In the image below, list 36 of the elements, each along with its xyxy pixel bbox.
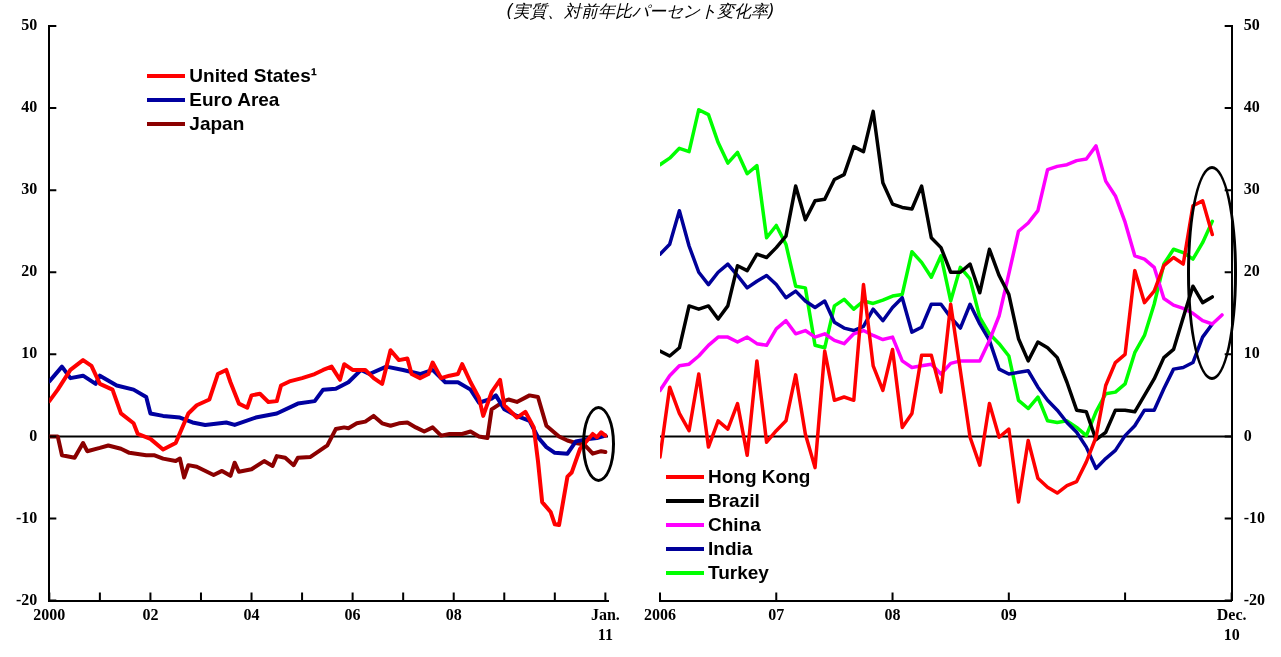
legend-label: Japan <box>189 113 245 135</box>
y2-tick-label: 0 <box>1243 426 1252 444</box>
x-tick-label: 2000 <box>33 606 66 624</box>
y2-tick-label: -10 <box>1243 508 1265 526</box>
y2-tick-label: 30 <box>1243 180 1260 198</box>
y2-tick-label: 50 <box>1243 16 1260 34</box>
chart-subtitle: (実質、対前年比パーセント変化率) <box>506 1 775 21</box>
x-tick-label: Dec. 10 <box>1216 606 1247 643</box>
legend-label: Brazil <box>708 489 760 512</box>
x-tick-label: 04 <box>243 606 260 624</box>
y-tick-label: 10 <box>21 344 38 362</box>
legend-label: Hong Kong <box>708 465 811 488</box>
y-tick-label: -20 <box>16 590 38 608</box>
y2-tick-label: -20 <box>1243 590 1265 608</box>
y-tick-label: 0 <box>29 426 38 444</box>
y2-tick-label: 40 <box>1243 98 1260 116</box>
x-tick-label: 2006 <box>644 606 676 624</box>
x-tick-label: 08 <box>884 606 901 624</box>
y-tick-label: 30 <box>21 180 38 198</box>
y-tick-label: -10 <box>16 508 38 526</box>
y2-tick-label: 20 <box>1243 262 1260 280</box>
x-tick-label: 07 <box>768 606 785 624</box>
legend-label: United States¹ <box>189 65 318 87</box>
legend-label: Turkey <box>708 561 769 584</box>
legend-label: Euro Area <box>189 89 280 111</box>
legend-label: India <box>708 537 753 560</box>
legend-label: China <box>708 513 761 536</box>
x-tick-label: 08 <box>445 606 462 624</box>
x-tick-label: 06 <box>344 606 361 624</box>
y2-tick-label: 10 <box>1243 344 1260 362</box>
x-tick-label: 09 <box>1000 606 1017 624</box>
x-tick-label: Jan. 11 <box>590 606 620 643</box>
y-tick-label: 40 <box>21 98 38 116</box>
y-tick-label: 50 <box>21 16 38 34</box>
x-tick-label: 02 <box>142 606 159 624</box>
y-tick-label: 20 <box>21 262 38 280</box>
